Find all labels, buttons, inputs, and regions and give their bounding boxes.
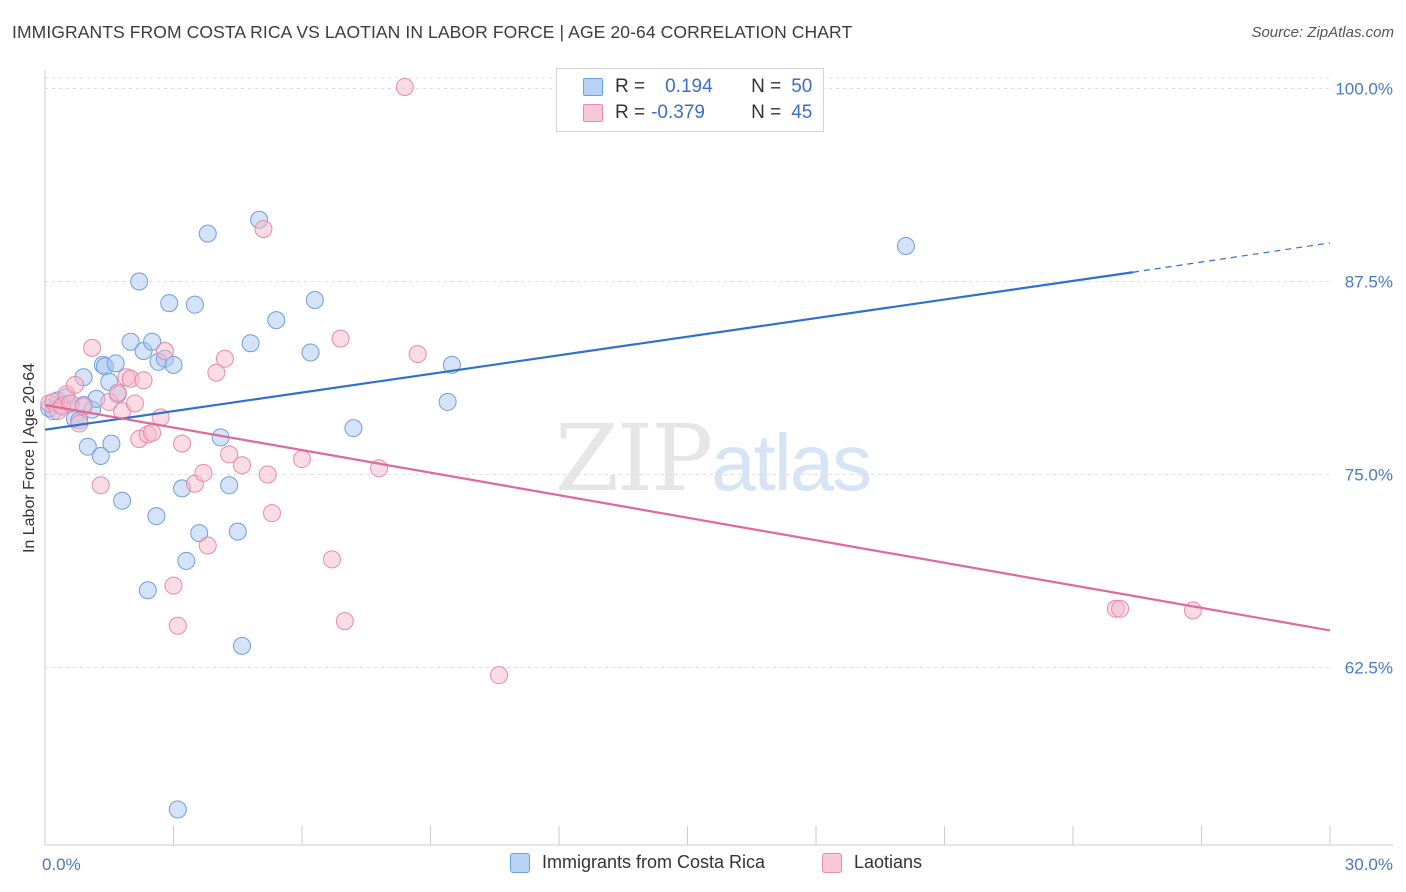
data-point	[143, 423, 162, 442]
legend-swatch-pink	[822, 852, 842, 873]
watermark: ZIPatlas	[555, 405, 872, 512]
data-point	[438, 392, 457, 411]
y-tick-label: 100.0%	[1335, 80, 1393, 99]
trend-line-laotians	[44, 403, 1331, 632]
legend-r-label: R =	[615, 102, 646, 123]
watermark-zip: ZIP	[555, 405, 713, 512]
data-point	[267, 311, 286, 330]
data-point	[121, 332, 140, 351]
data-point	[83, 338, 102, 357]
data-point	[220, 476, 239, 495]
legend-swatch-blue	[510, 852, 530, 873]
data-point	[198, 536, 217, 555]
data-point	[177, 551, 196, 570]
data-point	[102, 434, 121, 453]
axes	[44, 70, 1393, 846]
data-point	[331, 329, 350, 348]
data-point	[134, 371, 153, 390]
legend-item-laotians[interactable]: Laotians	[822, 852, 922, 873]
data-point	[344, 419, 363, 438]
data-point	[322, 550, 341, 569]
data-point	[215, 349, 234, 368]
data-point	[164, 355, 183, 374]
legend-row-laotians: R = -0.379 N = 45	[583, 101, 812, 125]
data-point	[138, 581, 157, 600]
data-point	[194, 463, 213, 482]
data-point	[241, 334, 260, 353]
data-point	[301, 343, 320, 362]
legend-item-costa-rica[interactable]: Immigrants from Costa Rica	[510, 852, 765, 873]
legend-r-value: 0.194	[665, 76, 713, 97]
legend-swatch-pink	[583, 104, 603, 122]
data-point	[143, 332, 162, 351]
data-point	[233, 636, 252, 655]
series-laotians-points	[40, 77, 1202, 685]
data-point	[228, 522, 247, 541]
data-point	[113, 491, 132, 510]
data-point	[490, 666, 509, 685]
data-point	[190, 524, 209, 543]
data-point	[896, 236, 915, 255]
data-point	[168, 616, 187, 635]
legend-swatch-blue	[583, 78, 603, 96]
data-point	[78, 437, 97, 456]
data-point	[233, 456, 252, 475]
data-point	[408, 345, 427, 364]
data-point	[91, 446, 110, 465]
data-point	[106, 354, 125, 373]
tick-labels: 62.5% 75.0% 87.5% 100.0% 0.0% 30.0%	[42, 80, 1393, 874]
data-point	[173, 434, 192, 453]
legend-r-value: -0.379	[651, 102, 705, 123]
legend-row-costa-rica: R = 0.194 N = 50	[583, 75, 812, 99]
data-point	[155, 341, 174, 360]
legend-n-value: 45	[791, 102, 813, 123]
data-point	[220, 445, 239, 464]
data-point	[198, 224, 217, 243]
stats-legend: R = 0.194 N = 50 R = -0.379 N = 45	[556, 68, 824, 132]
trend-line-costa-rica-extension	[1132, 242, 1331, 273]
legend-r-label: R =	[615, 76, 646, 97]
data-point	[65, 375, 84, 394]
y-tick-label: 87.5%	[1345, 273, 1393, 292]
series-legend: Immigrants from Costa Rica Laotians	[0, 852, 1406, 878]
data-point	[263, 504, 282, 523]
grid-lines	[45, 77, 1330, 668]
legend-label-costa-rica: Immigrants from Costa Rica	[542, 852, 766, 872]
data-point	[305, 291, 324, 310]
watermark-atlas: atlas	[711, 418, 872, 507]
data-point	[207, 363, 226, 382]
y-axis-label: In Labor Force | Age 20-64	[21, 363, 38, 553]
data-point	[91, 476, 110, 495]
data-point	[168, 800, 187, 819]
y-tick-label: 62.5%	[1345, 658, 1393, 677]
trend-line-costa-rica	[44, 271, 1134, 431]
data-point	[258, 465, 277, 484]
x-tick-label: 30.0%	[1345, 855, 1393, 874]
data-point	[185, 295, 204, 314]
data-point	[130, 272, 149, 291]
source-credit: Source: ZipAtlas.com	[1251, 24, 1394, 41]
data-point	[108, 383, 127, 402]
legend-n-label: N =	[751, 76, 782, 97]
x-tick-label: 0.0%	[42, 855, 81, 874]
y-tick-label: 75.0%	[1345, 465, 1393, 484]
legend-n-value: 50	[791, 76, 813, 97]
legend-n-label: N =	[751, 102, 782, 123]
data-point	[335, 612, 354, 631]
data-point	[160, 294, 179, 313]
data-point	[125, 394, 144, 413]
trend-lines	[44, 242, 1331, 632]
data-point	[293, 450, 311, 469]
data-point	[254, 220, 273, 239]
legend-label-laotians: Laotians	[854, 852, 923, 872]
data-point	[395, 77, 414, 96]
data-point	[1111, 599, 1130, 618]
data-point	[164, 576, 183, 595]
series-costa-rica-points	[40, 210, 915, 819]
chart-title: IMMIGRANTS FROM COSTA RICA VS LAOTIAN IN…	[12, 22, 853, 42]
data-point	[147, 507, 166, 526]
